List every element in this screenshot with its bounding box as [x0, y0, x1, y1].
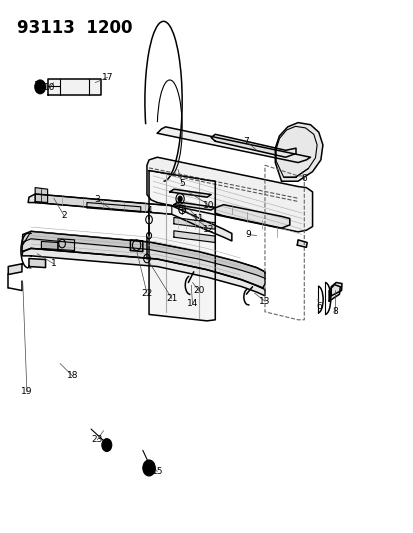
Polygon shape: [8, 264, 22, 274]
Text: 3: 3: [94, 196, 100, 204]
Polygon shape: [87, 203, 140, 212]
Polygon shape: [297, 240, 306, 247]
Polygon shape: [211, 134, 295, 157]
Polygon shape: [35, 188, 47, 203]
Text: 11: 11: [192, 214, 204, 223]
Polygon shape: [22, 248, 264, 296]
Polygon shape: [47, 79, 101, 95]
Polygon shape: [330, 282, 341, 296]
Text: 22: 22: [141, 289, 152, 297]
Text: 7: 7: [243, 137, 249, 146]
Text: 6: 6: [315, 302, 321, 311]
Circle shape: [102, 439, 112, 451]
Text: 93113  1200: 93113 1200: [17, 19, 132, 37]
Polygon shape: [149, 171, 215, 321]
Text: 20: 20: [192, 286, 204, 295]
Polygon shape: [58, 239, 74, 251]
Circle shape: [146, 464, 152, 472]
Polygon shape: [22, 231, 264, 278]
Polygon shape: [215, 205, 289, 228]
Polygon shape: [41, 241, 58, 249]
Text: 2: 2: [61, 212, 67, 220]
Polygon shape: [28, 194, 231, 241]
Circle shape: [35, 80, 45, 94]
Text: 8: 8: [332, 308, 337, 316]
Text: 10: 10: [203, 201, 214, 209]
Polygon shape: [22, 231, 264, 288]
Polygon shape: [147, 157, 312, 232]
Text: 9: 9: [245, 230, 251, 239]
Text: 4: 4: [146, 206, 152, 215]
Text: 14: 14: [186, 300, 198, 308]
Text: 16: 16: [33, 81, 45, 90]
Text: 10: 10: [44, 84, 55, 92]
Polygon shape: [275, 123, 322, 181]
Text: 12: 12: [203, 225, 214, 233]
Polygon shape: [173, 231, 215, 243]
Polygon shape: [130, 240, 142, 252]
Circle shape: [37, 83, 43, 91]
Polygon shape: [173, 202, 215, 210]
Text: 19: 19: [21, 387, 33, 396]
Circle shape: [142, 460, 155, 476]
Text: 15: 15: [151, 467, 163, 476]
Text: 6: 6: [301, 174, 306, 183]
Text: 21: 21: [166, 294, 177, 303]
Text: 5: 5: [179, 180, 185, 188]
Polygon shape: [35, 194, 171, 214]
Polygon shape: [169, 189, 211, 197]
Text: 17: 17: [102, 73, 113, 82]
Text: 1: 1: [51, 260, 57, 268]
Text: 18: 18: [66, 372, 78, 380]
Polygon shape: [173, 217, 215, 229]
Polygon shape: [328, 285, 339, 301]
Polygon shape: [157, 127, 310, 163]
Text: 23: 23: [91, 435, 103, 444]
Polygon shape: [29, 259, 45, 268]
Circle shape: [178, 196, 182, 201]
Text: 13: 13: [259, 297, 270, 305]
